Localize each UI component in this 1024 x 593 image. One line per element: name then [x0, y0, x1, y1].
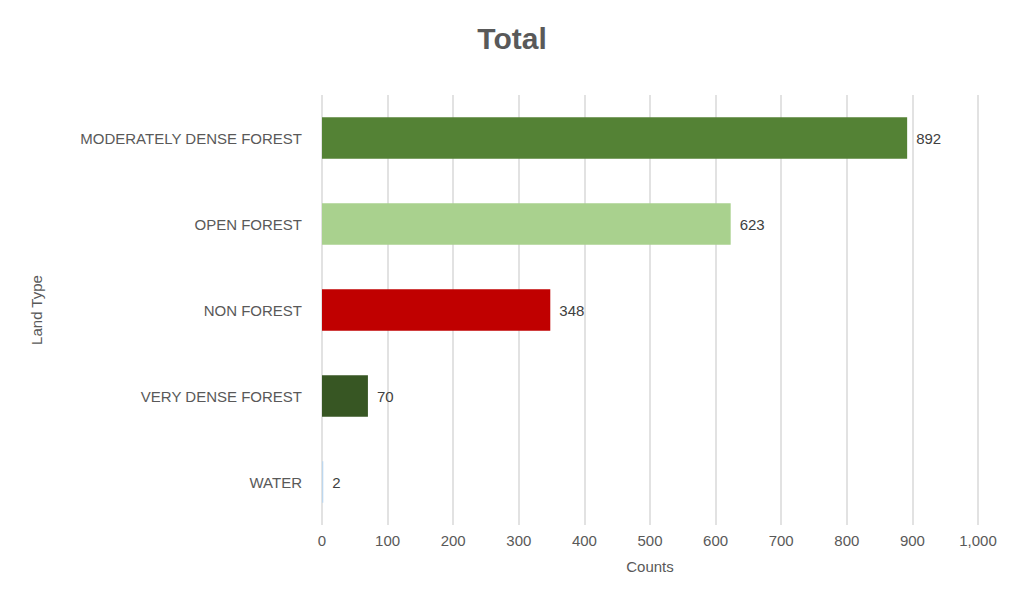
svg-text:Counts: Counts: [626, 558, 674, 575]
svg-text:VERY DENSE FOREST: VERY DENSE FOREST: [141, 388, 302, 405]
svg-text:Total: Total: [477, 22, 546, 55]
svg-text:892: 892: [916, 130, 941, 147]
svg-text:0: 0: [318, 532, 326, 549]
svg-text:700: 700: [769, 532, 794, 549]
svg-text:2: 2: [332, 474, 340, 491]
svg-text:500: 500: [637, 532, 662, 549]
svg-text:300: 300: [506, 532, 531, 549]
svg-text:600: 600: [703, 532, 728, 549]
svg-text:400: 400: [572, 532, 597, 549]
svg-text:70: 70: [377, 388, 394, 405]
svg-text:1,000: 1,000: [959, 532, 997, 549]
svg-text:OPEN FOREST: OPEN FOREST: [194, 216, 302, 233]
svg-text:348: 348: [559, 302, 584, 319]
svg-text:800: 800: [834, 532, 859, 549]
svg-text:200: 200: [441, 532, 466, 549]
svg-text:NON FOREST: NON FOREST: [204, 302, 302, 319]
svg-text:100: 100: [375, 532, 400, 549]
svg-text:WATER: WATER: [250, 474, 303, 491]
svg-text:MODERATELY DENSE FOREST: MODERATELY DENSE FOREST: [80, 130, 302, 147]
svg-text:900: 900: [900, 532, 925, 549]
svg-text:623: 623: [740, 216, 765, 233]
svg-text:Land Type: Land Type: [28, 275, 45, 345]
